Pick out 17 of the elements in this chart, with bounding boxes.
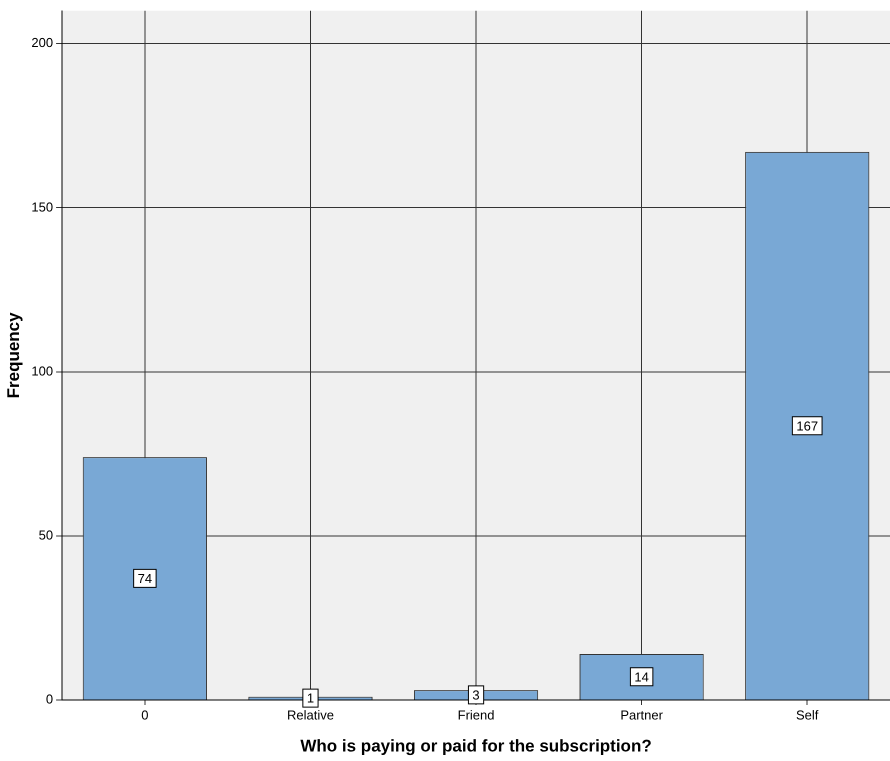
y-axis-title: Frequency [4,312,23,398]
x-tick-label: Friend [458,707,494,722]
x-tick-label: 0 [141,707,148,722]
data-label: 1 [306,690,314,706]
y-tick-label: 50 [38,527,54,542]
data-label: 14 [634,669,649,684]
data-label: 3 [472,687,480,702]
x-tick-label: Self [796,707,819,722]
data-label: 167 [796,418,818,434]
y-tick-label: 0 [46,692,54,707]
y-tick-label: 100 [31,363,54,378]
y-tick-label: 150 [31,199,54,214]
x-tick-label: Relative [286,707,334,722]
x-axis-title: Who is paying or paid for the subscription? [300,736,652,756]
data-label: 74 [138,570,152,586]
y-tick-label: 200 [31,35,54,50]
x-tick-label: Partner [620,707,664,722]
